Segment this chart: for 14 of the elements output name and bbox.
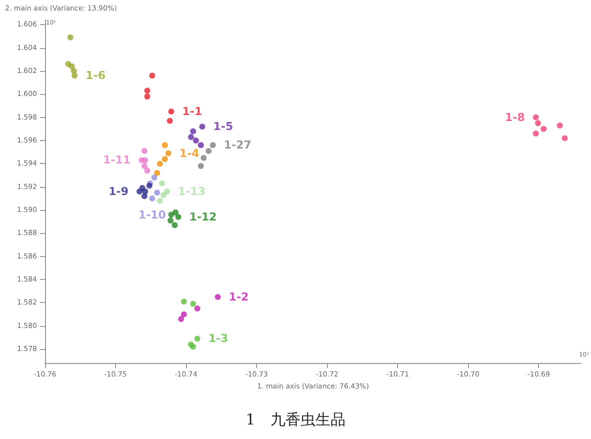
- text: 1 九香虫生品: [246, 410, 346, 428]
- series-label: 1-9: [108, 185, 129, 198]
- series-label: 1-10: [138, 208, 166, 222]
- series-label: 1-12: [189, 210, 217, 224]
- series-label: 1-2: [228, 290, 249, 304]
- series-label: 1-1: [182, 105, 202, 118]
- series-label: 1-6: [86, 69, 106, 82]
- series-label: 1-27: [224, 138, 252, 152]
- series-label: 1-13: [178, 185, 206, 198]
- series-label: 1-4: [179, 146, 200, 160]
- series-label: 1-3: [208, 332, 228, 346]
- series-label: 1-8: [504, 110, 525, 124]
- series-label: 1-11: [103, 154, 131, 167]
- series-label: 1-5: [213, 120, 234, 134]
